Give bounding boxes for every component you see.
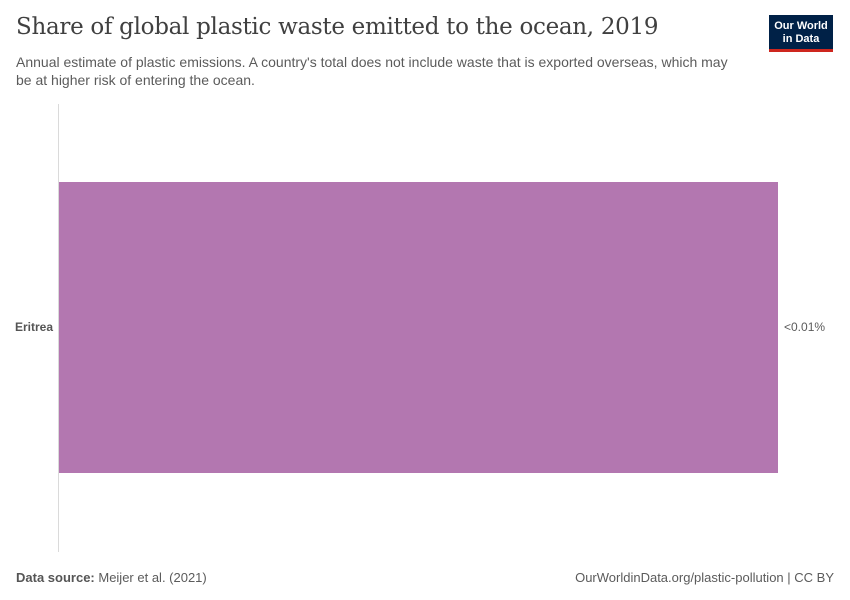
bar-eritrea[interactable] <box>59 182 778 473</box>
source-label: Data source: <box>16 570 95 585</box>
chart-title: Share of global plastic waste emitted to… <box>16 14 659 40</box>
data-source: Data source: Meijer et al. (2021) <box>16 570 207 585</box>
credit-link[interactable]: OurWorldinData.org/plastic-pollution | C… <box>575 570 834 585</box>
logo-line-2: in Data <box>782 33 820 45</box>
y-axis-line <box>58 104 59 552</box>
chart-subtitle: Annual estimate of plastic emissions. A … <box>16 54 728 88</box>
logo-line-1: Our World <box>774 20 828 32</box>
value-label: <0.01% <box>784 320 826 334</box>
owid-logo[interactable]: Our World in Data <box>769 15 833 52</box>
source-value[interactable]: Meijer et al. (2021) <box>94 570 207 585</box>
category-label: Eritrea <box>14 320 53 334</box>
